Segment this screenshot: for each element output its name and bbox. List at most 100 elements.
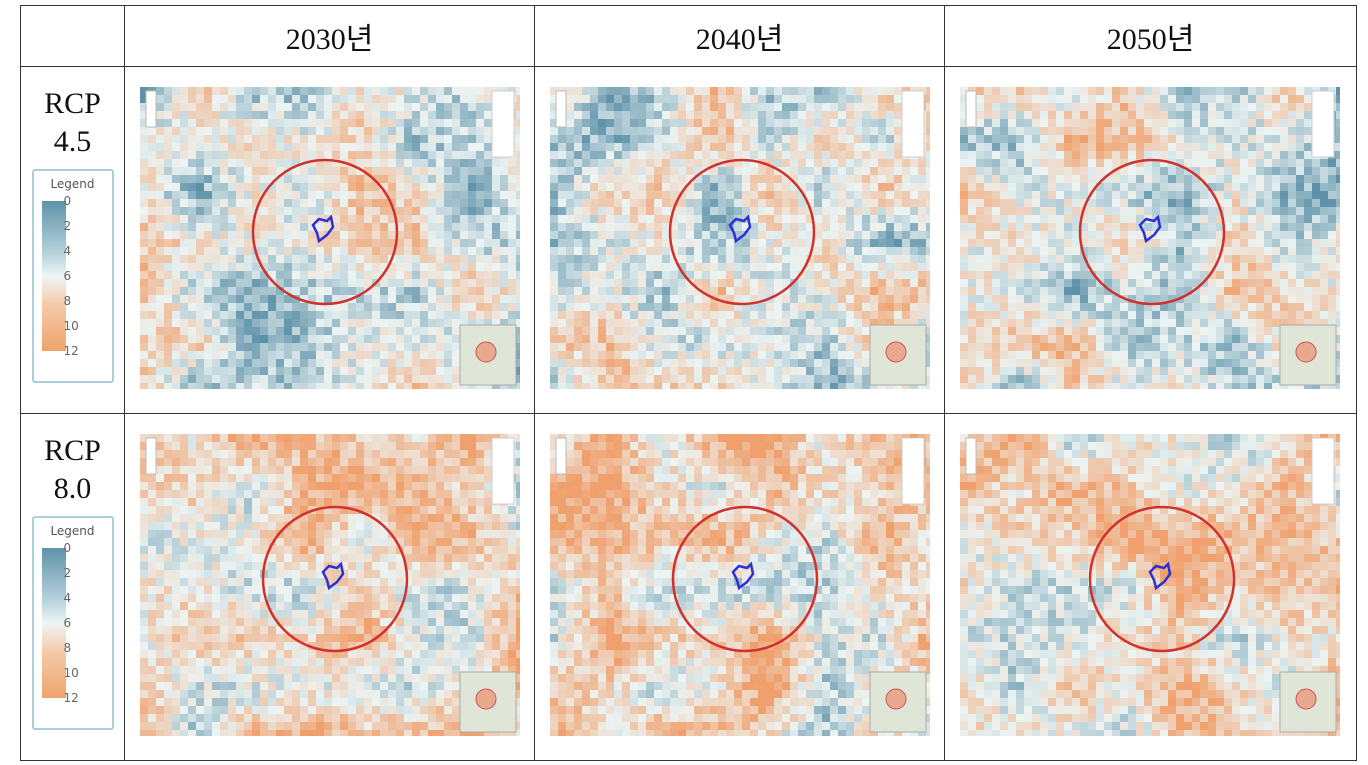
- map-pixel: [984, 135, 992, 143]
- map-pixel: [654, 383, 662, 389]
- map-pixel: [638, 367, 646, 375]
- map-pixel: [638, 239, 646, 247]
- map-pixel: [396, 351, 404, 359]
- map-pixel: [1080, 287, 1088, 295]
- map-pixel: [614, 127, 622, 135]
- map-pixel: [140, 127, 148, 135]
- map-cell: [945, 67, 1357, 414]
- map-pixel: [830, 335, 838, 343]
- map-pixel: [1264, 263, 1272, 271]
- map-pixel: [292, 135, 300, 143]
- map-pixel: [862, 167, 870, 175]
- map-pixel: [678, 287, 686, 295]
- map-pixel: [236, 95, 244, 103]
- map-pixel: [758, 183, 766, 191]
- map-pixel: [678, 343, 686, 351]
- map-pixel: [1328, 231, 1336, 239]
- map-pixel: [806, 175, 814, 183]
- map-pixel: [750, 143, 758, 151]
- map-pixel: [630, 207, 638, 215]
- map-pixel: [1224, 167, 1232, 175]
- map-pixel: [1248, 159, 1256, 167]
- map-pixel: [300, 87, 308, 95]
- map-pixel: [284, 199, 292, 207]
- map-pixel: [332, 327, 340, 335]
- map-pixel: [1272, 231, 1280, 239]
- map-pixel: [1232, 231, 1240, 239]
- map-pixel: [460, 287, 468, 295]
- map-pixel: [798, 255, 806, 263]
- map-pixel: [694, 223, 702, 231]
- map-pixel: [774, 351, 782, 359]
- map-pixel: [1304, 223, 1312, 231]
- map-pixel: [468, 271, 476, 279]
- map-pixel: [1208, 287, 1216, 295]
- map-pixel: [622, 175, 630, 183]
- map-pixel: [172, 375, 180, 383]
- map-pixel: [646, 231, 654, 239]
- map-pixel: [220, 239, 228, 247]
- map-pixel: [854, 287, 862, 295]
- map-pixel: [598, 207, 606, 215]
- map-pixel: [1144, 295, 1152, 303]
- map-pixel: [984, 87, 992, 95]
- map-pixel: [638, 151, 646, 159]
- map-pixel: [276, 103, 284, 111]
- map-pixel: [758, 167, 766, 175]
- map-pixel: [902, 287, 910, 295]
- map-pixel: [790, 255, 798, 263]
- map-pixel: [630, 327, 638, 335]
- map-pixel: [678, 247, 686, 255]
- map-pixel: [630, 311, 638, 319]
- map-pixel: [574, 223, 582, 231]
- map-pixel: [1176, 135, 1184, 143]
- map-pixel: [806, 183, 814, 191]
- map-pixel: [1056, 263, 1064, 271]
- map-pixel: [1096, 295, 1104, 303]
- map-pixel: [702, 111, 710, 119]
- map-pixel: [790, 143, 798, 151]
- map-pixel: [500, 183, 508, 191]
- map-pixel: [1272, 143, 1280, 151]
- map-pixel: [228, 343, 236, 351]
- map-pixel: [348, 143, 356, 151]
- map-pixel: [180, 127, 188, 135]
- map-pixel: [1296, 135, 1304, 143]
- map-pixel: [204, 351, 212, 359]
- map-pixel: [550, 343, 558, 351]
- map-pixel: [1224, 95, 1232, 103]
- map-pixel: [372, 311, 380, 319]
- map-pixel: [830, 87, 838, 95]
- map-pixel: [750, 175, 758, 183]
- map-pixel: [566, 143, 574, 151]
- map-pixel: [428, 215, 436, 223]
- map-pixel: [428, 183, 436, 191]
- map-pixel: [638, 319, 646, 327]
- map-pixel: [1104, 191, 1112, 199]
- map-pixel: [1304, 111, 1312, 119]
- map-pixel: [284, 103, 292, 111]
- map-pixel: [798, 119, 806, 127]
- map-pixel: [308, 359, 316, 367]
- map-pixel: [750, 375, 758, 383]
- map-pixel: [830, 95, 838, 103]
- map-pixel: [1336, 287, 1340, 295]
- map-pixel: [574, 343, 582, 351]
- map-pixel: [492, 279, 500, 287]
- map-pixel: [814, 247, 822, 255]
- map-pixel: [622, 119, 630, 127]
- map-pixel: [1112, 119, 1120, 127]
- map-pixel: [404, 143, 412, 151]
- map-pixel: [420, 327, 428, 335]
- map-pixel: [782, 383, 790, 389]
- map-pixel: [822, 135, 830, 143]
- map-pixel: [638, 119, 646, 127]
- map-pixel: [1304, 151, 1312, 159]
- map-pixel: [798, 279, 806, 287]
- map-pixel: [814, 255, 822, 263]
- map-pixel: [992, 143, 1000, 151]
- map-pixel: [444, 207, 452, 215]
- map-pixel: [862, 263, 870, 271]
- map-pixel: [236, 383, 244, 389]
- map-pixel: [260, 343, 268, 351]
